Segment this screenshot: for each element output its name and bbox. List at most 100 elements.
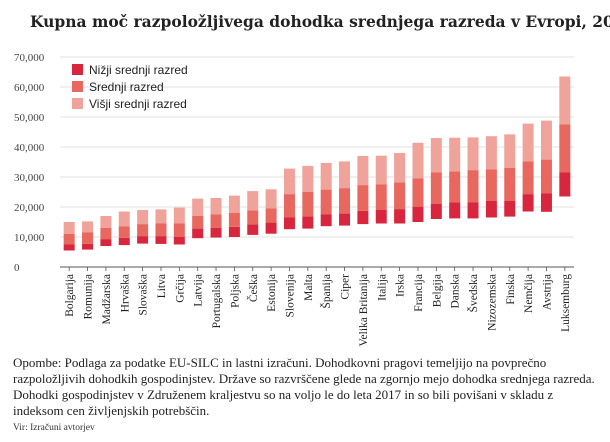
legend-swatch-lower — [72, 64, 83, 75]
y-tick-label: 60,000 — [14, 82, 45, 94]
x-tick-label: Danska — [450, 274, 462, 309]
bars — [63, 76, 571, 251]
x-tick-label: Litva — [156, 274, 168, 298]
x-tick-label: Madžarska — [101, 274, 113, 324]
bar-segment-upper — [504, 134, 516, 168]
bar-segment-upper — [100, 216, 112, 228]
x-tick-label: Španija — [319, 274, 333, 309]
bar-segment-upper — [449, 137, 461, 172]
bar-segment-lower — [394, 209, 406, 224]
bar-segment-middle — [540, 159, 552, 194]
x-tick-label: Malta — [303, 274, 315, 301]
bar-segment-upper — [302, 165, 314, 192]
bar-segment-upper — [412, 142, 424, 179]
x-tick-label: Ciper — [340, 274, 352, 300]
bar-segment-lower — [192, 228, 204, 239]
x-tick-label: Estonija — [266, 274, 278, 312]
bar-segment-lower — [412, 207, 424, 222]
bar-segment-upper — [192, 198, 204, 216]
footnote: Opombe: Podlaga za podatke EU-SILC in la… — [13, 355, 595, 418]
bar-segment-upper — [375, 155, 387, 185]
bar-segment-middle — [63, 234, 75, 245]
x-tick-label: Slovaška — [138, 274, 150, 316]
bar-segment-middle — [430, 172, 442, 204]
bar-segment-middle — [394, 182, 406, 210]
bar-segment-lower — [339, 213, 351, 226]
x-tick-label: Bolgarija — [64, 274, 76, 317]
bar-segment-lower — [559, 172, 571, 197]
x-axis-labels: Bolgarija Romunija Madžarska Hrvaška Slovašk… — [64, 267, 572, 347]
bar-segment-lower — [283, 217, 295, 230]
y-tick-label: 70,000 — [14, 52, 45, 64]
legend-label-lower: Nižji srednji razred — [89, 63, 188, 77]
bar-segment-lower — [449, 202, 461, 219]
x-tick-label: Hrvaška — [119, 274, 131, 312]
y-tick-label: 10,000 — [14, 232, 45, 244]
x-tick-label: Nemčija — [523, 274, 535, 313]
bar-segment-middle — [137, 224, 149, 237]
y-tick-label: 0 — [14, 262, 20, 274]
x-tick-label: Avstrija — [541, 274, 553, 310]
y-axis-ticks: 0 10,000 20,000 30,000 40,000 50,000 60,000 70,… — [14, 52, 45, 274]
bar-segment-upper — [173, 207, 185, 224]
y-tick-label: 40,000 — [14, 142, 45, 154]
x-tick-label: Italija — [376, 274, 388, 301]
bar-segment-middle — [283, 194, 295, 218]
bar-segment-upper — [430, 138, 442, 173]
legend-label-middle: Srednji razred — [89, 80, 164, 94]
bar-segment-upper — [82, 221, 94, 233]
bar-segment-middle — [247, 210, 259, 225]
bar-segment-lower — [155, 236, 167, 244]
bar-segment-lower — [137, 236, 149, 244]
bar-segment-lower — [522, 194, 534, 212]
x-tick-label: Slovenija — [284, 274, 296, 317]
x-tick-label: Grčija — [174, 274, 186, 303]
x-tick-label: Irska — [395, 274, 407, 297]
bar-segment-lower — [82, 243, 94, 250]
x-tick-label: Luksemburg — [560, 274, 572, 332]
bar-segment-upper — [265, 189, 277, 209]
source-line: Vir: Izračuni avtorjev — [13, 423, 95, 433]
bar-segment-upper — [283, 168, 295, 195]
bar-segment-upper — [357, 156, 369, 186]
bar-segment-upper — [522, 123, 534, 162]
y-tick-label: 50,000 — [14, 112, 45, 124]
bar-segment-lower — [540, 193, 552, 212]
bar-segment-lower — [210, 227, 222, 238]
bar-segment-lower — [375, 210, 387, 224]
chart-canvas: 0 10,000 20,000 30,000 40,000 50,000 60,000 70,… — [14, 52, 574, 347]
bar-segment-middle — [228, 213, 240, 227]
bar-segment-upper — [155, 209, 167, 224]
bar-segment-upper — [63, 222, 75, 234]
x-tick-label: Nizozemska — [486, 274, 498, 331]
bar-segment-upper — [247, 191, 259, 211]
bar-segment-middle — [412, 178, 424, 207]
bar-segment-upper — [320, 162, 332, 190]
legend-label-upper: Višji srednji razred — [89, 97, 187, 111]
y-tick-label: 20,000 — [14, 202, 45, 214]
bar-segment-lower — [63, 244, 75, 251]
x-tick-label: Velika Britanija — [358, 274, 370, 347]
bar-segment-middle — [467, 170, 479, 203]
bar-segment-lower — [430, 204, 442, 219]
bar-segment-lower — [100, 239, 112, 246]
legend: Nižji srednji razred Srednji razred Višji … — [72, 63, 188, 111]
bar-segment-middle — [82, 232, 94, 244]
x-tick-label: Latvija — [193, 274, 205, 307]
bar-segment-lower — [467, 202, 479, 219]
bar-segment-middle — [210, 214, 222, 228]
bar-segment-upper — [118, 211, 130, 227]
bar-segment-lower — [228, 226, 240, 237]
bar-segment-upper — [540, 120, 552, 160]
x-tick-label: Belgija — [431, 274, 443, 307]
bar-segment-lower — [173, 236, 185, 245]
bar-segment-middle — [302, 192, 314, 217]
bar-segment-lower — [320, 214, 332, 227]
bar-segment-upper — [137, 210, 149, 225]
bar-segment-middle — [449, 171, 461, 203]
bar-segment-middle — [522, 161, 534, 195]
bar-segment-lower — [302, 216, 314, 229]
bar-segment-middle — [100, 228, 112, 240]
legend-swatch-upper — [72, 98, 83, 109]
bar-segment-middle — [118, 226, 130, 238]
